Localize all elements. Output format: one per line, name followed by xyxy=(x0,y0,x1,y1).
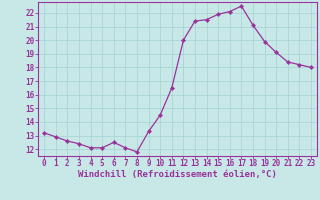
X-axis label: Windchill (Refroidissement éolien,°C): Windchill (Refroidissement éolien,°C) xyxy=(78,170,277,179)
